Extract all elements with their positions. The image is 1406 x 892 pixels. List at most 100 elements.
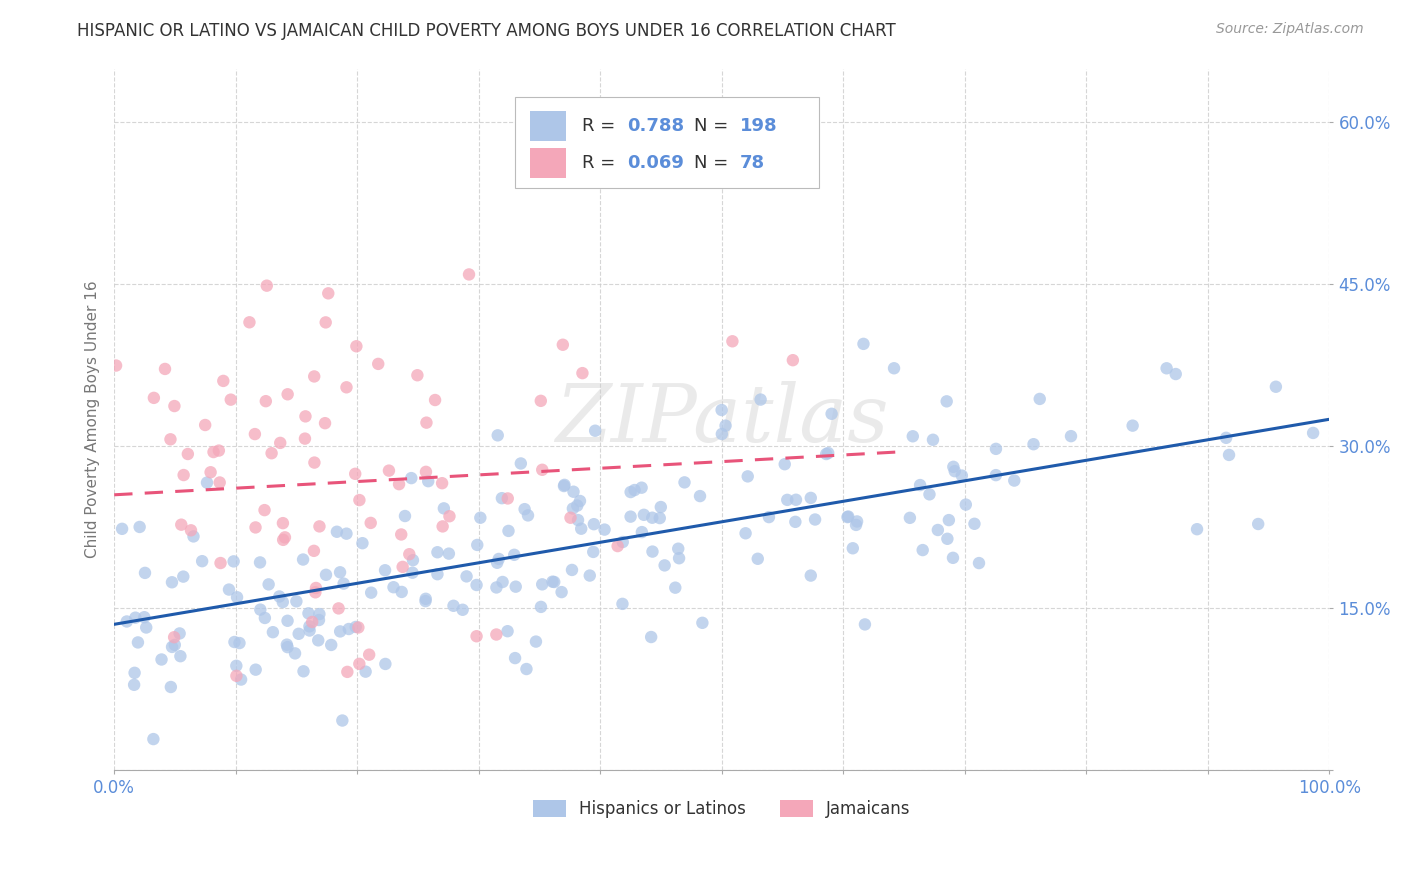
- Point: [955, 498, 977, 512]
- Point: [1185, 522, 1208, 536]
- Point: [714, 418, 737, 433]
- Point: [524, 634, 547, 648]
- Text: 0.069: 0.069: [627, 154, 683, 172]
- Point: [1028, 392, 1050, 406]
- Point: [277, 387, 299, 401]
- Point: [935, 394, 957, 409]
- Point: [612, 597, 634, 611]
- Point: [567, 499, 589, 513]
- Point: [257, 577, 280, 591]
- Point: [1247, 516, 1270, 531]
- Point: [359, 648, 381, 662]
- Point: [128, 520, 150, 534]
- Point: [503, 548, 526, 562]
- Point: [776, 492, 799, 507]
- Point: [633, 508, 655, 522]
- Point: [243, 427, 266, 442]
- Point: [664, 581, 686, 595]
- Point: [530, 393, 553, 408]
- Point: [984, 468, 1007, 483]
- Point: [135, 620, 157, 634]
- Point: [567, 513, 589, 527]
- Point: [804, 512, 827, 526]
- Point: [571, 366, 593, 380]
- Point: [219, 392, 242, 407]
- Point: [1164, 367, 1187, 381]
- Point: [668, 551, 690, 566]
- Point: [561, 501, 583, 516]
- Point: [111, 522, 134, 536]
- Point: [1156, 361, 1178, 376]
- Point: [298, 624, 321, 638]
- Point: [335, 526, 357, 541]
- Point: [517, 508, 540, 523]
- Point: [553, 479, 575, 493]
- Point: [465, 538, 488, 552]
- Point: [749, 392, 772, 407]
- Point: [1122, 418, 1144, 433]
- Point: [316, 286, 339, 301]
- Point: [347, 620, 370, 634]
- Point: [918, 487, 941, 501]
- Point: [531, 463, 554, 477]
- Point: [354, 665, 377, 679]
- Point: [349, 493, 371, 508]
- Point: [301, 615, 323, 629]
- Point: [485, 627, 508, 641]
- Point: [437, 547, 460, 561]
- Point: [406, 368, 429, 383]
- Point: [394, 508, 416, 523]
- Point: [195, 475, 218, 490]
- Point: [901, 429, 924, 443]
- Point: [415, 591, 437, 606]
- Point: [191, 554, 214, 568]
- Point: [443, 599, 465, 613]
- Point: [344, 620, 367, 634]
- Point: [1215, 431, 1237, 445]
- Point: [458, 268, 481, 282]
- Point: [225, 669, 247, 683]
- Point: [224, 635, 246, 649]
- Point: [391, 585, 413, 599]
- Point: [304, 456, 326, 470]
- Point: [465, 578, 488, 592]
- Point: [374, 657, 396, 671]
- Point: [163, 630, 186, 644]
- Point: [620, 485, 643, 500]
- Point: [1060, 429, 1083, 443]
- Point: [142, 391, 165, 405]
- Point: [908, 478, 931, 492]
- Point: [503, 651, 526, 665]
- Point: [208, 475, 231, 490]
- Point: [271, 533, 294, 547]
- Point: [298, 619, 321, 633]
- Point: [245, 663, 267, 677]
- Point: [294, 432, 316, 446]
- FancyBboxPatch shape: [530, 112, 567, 141]
- Point: [307, 633, 329, 648]
- Point: [378, 464, 401, 478]
- Point: [800, 491, 823, 505]
- Point: [253, 503, 276, 517]
- Point: [218, 582, 240, 597]
- Point: [950, 468, 973, 483]
- Point: [153, 362, 176, 376]
- Point: [641, 510, 664, 524]
- Point: [163, 399, 186, 413]
- Point: [160, 640, 183, 654]
- Point: [402, 553, 425, 567]
- Point: [845, 517, 868, 532]
- Point: [274, 530, 297, 544]
- Point: [426, 567, 449, 582]
- Point: [531, 577, 554, 591]
- Point: [180, 524, 202, 538]
- Point: [285, 594, 308, 608]
- Point: [391, 560, 413, 574]
- Point: [1022, 437, 1045, 451]
- Point: [163, 638, 186, 652]
- Point: [582, 545, 605, 559]
- Point: [541, 574, 564, 589]
- Text: 78: 78: [740, 154, 765, 172]
- Point: [451, 603, 474, 617]
- Point: [456, 569, 478, 583]
